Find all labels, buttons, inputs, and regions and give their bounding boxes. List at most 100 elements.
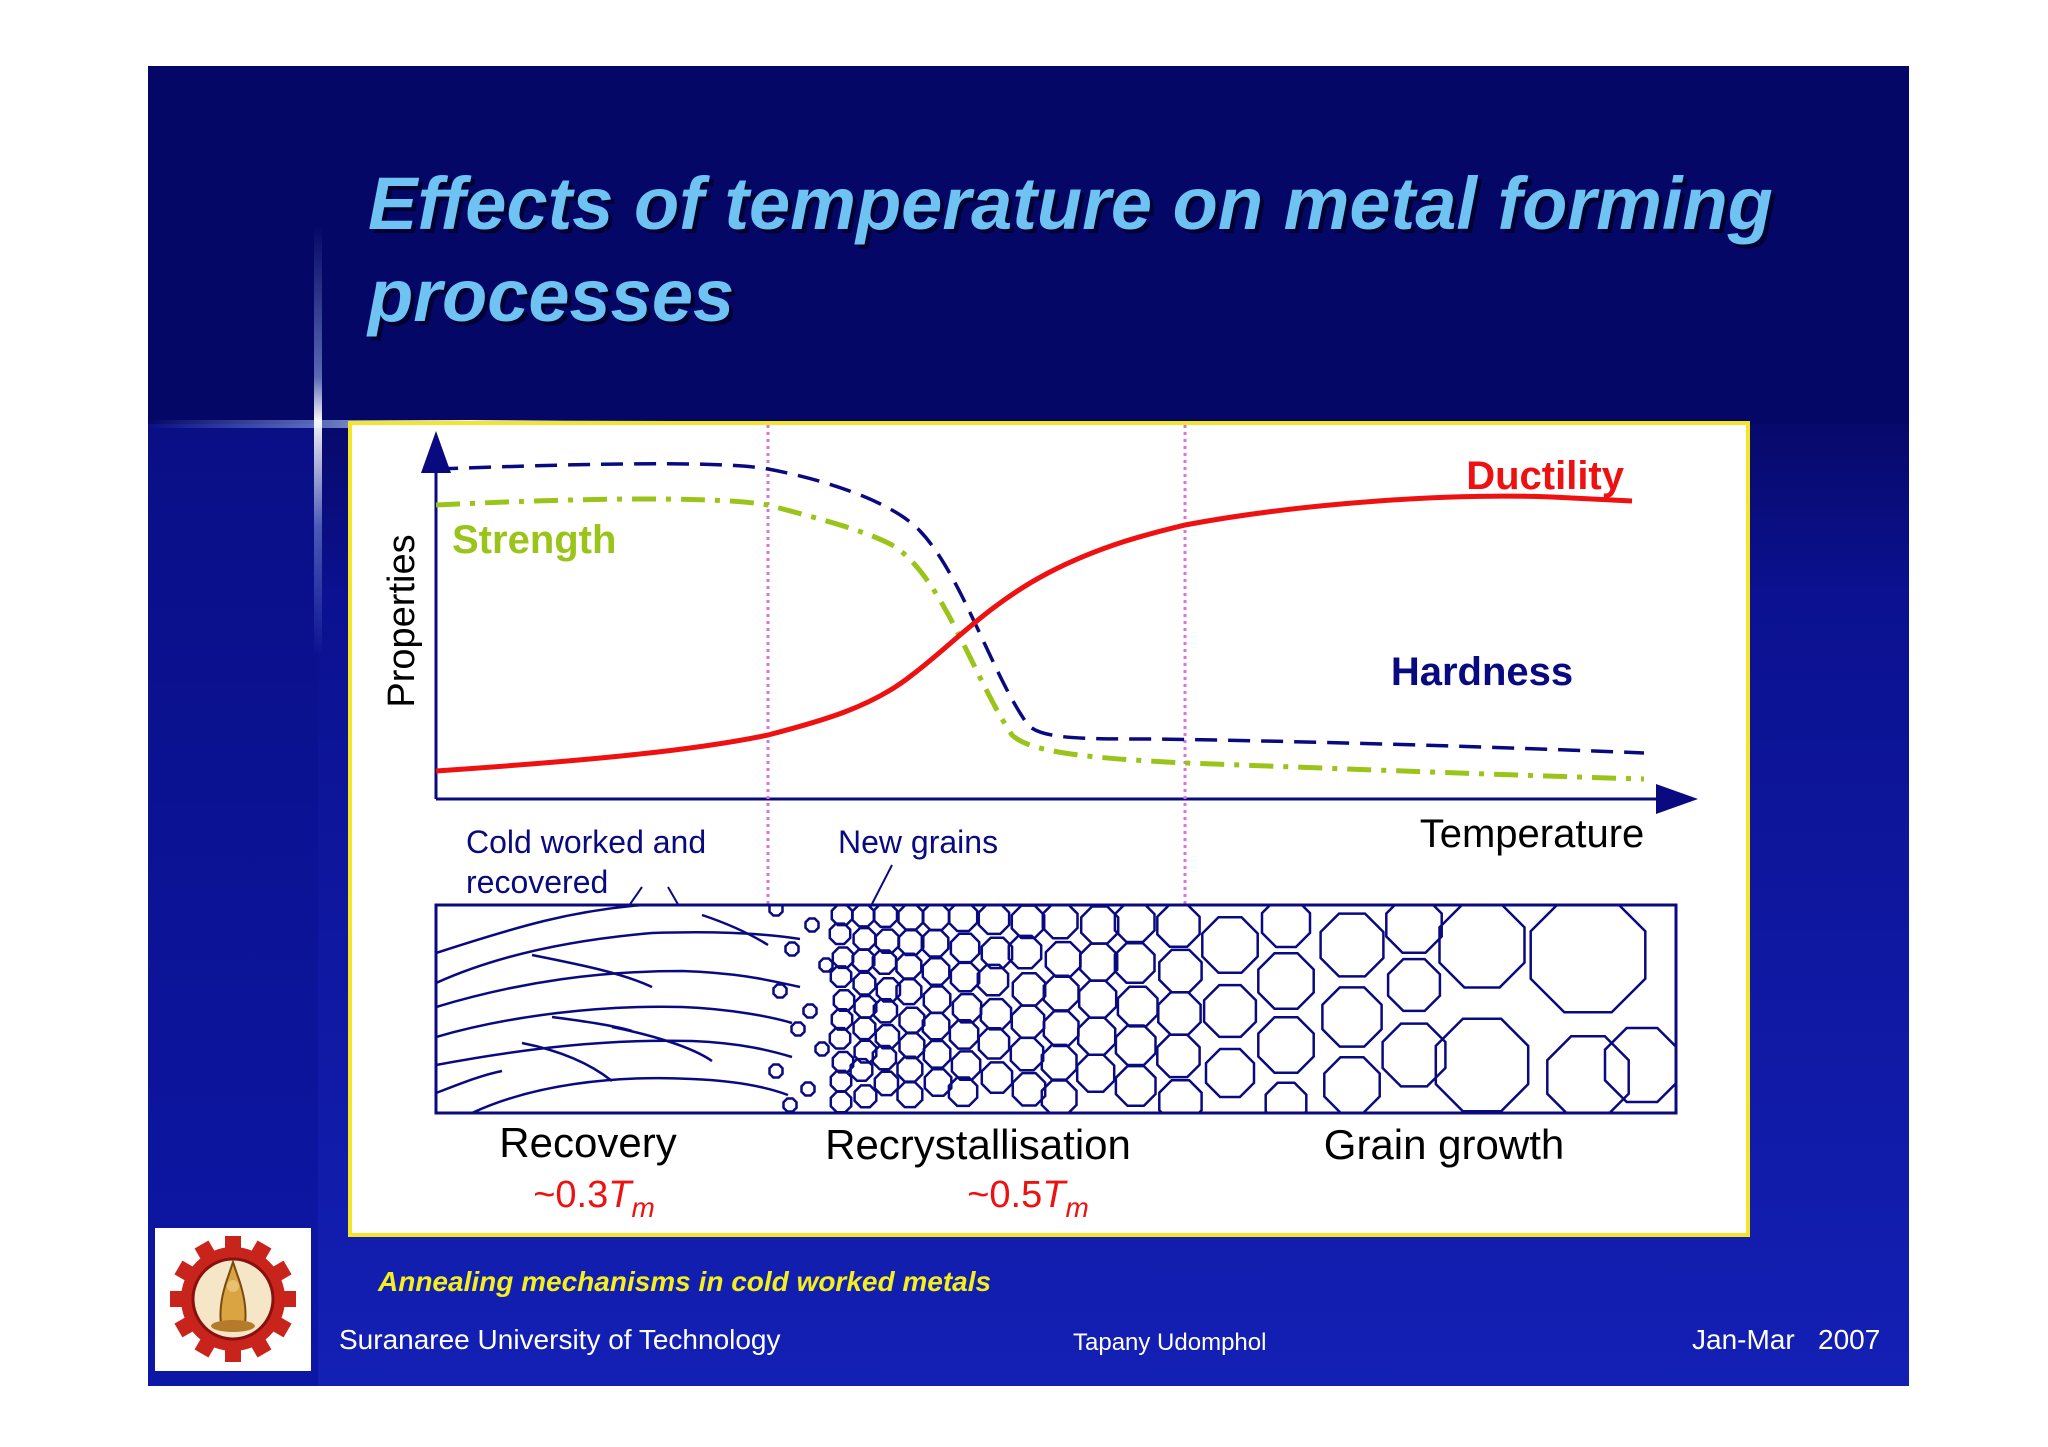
figure-caption: Annealing mechanisms in cold worked meta…	[378, 1266, 992, 1297]
grown-grain	[1204, 1047, 1256, 1099]
university-logo	[155, 1228, 311, 1371]
recrystallised-grain	[873, 1070, 900, 1097]
ductility-curve	[435, 493, 1633, 774]
recrystallised-grain	[851, 905, 876, 928]
recrystallised-grain	[897, 928, 925, 957]
recrystallised-grain	[871, 949, 898, 975]
recrystallised-grain	[1156, 1033, 1201, 1079]
annealing-diagram: Properties Temperature Strength Hardness…	[381, 425, 1698, 1223]
recrystallised-grain	[851, 948, 876, 973]
grown-grain	[1201, 916, 1259, 974]
recrystallised-grain	[828, 922, 852, 946]
elongated-grains	[436, 905, 801, 1113]
recrystallised-grain	[829, 965, 853, 989]
recrystallised-grain	[1011, 1071, 1047, 1107]
recrystallised-grain	[950, 1050, 982, 1081]
grown-grains	[1201, 905, 1676, 1113]
left-accent-strip	[148, 424, 318, 1386]
recrystallised-grain	[896, 1081, 924, 1109]
grown-grain	[1319, 912, 1385, 978]
recrystallised-grain	[872, 997, 899, 1024]
stage-label-recrystallisation: Recrystallisation	[825, 1121, 1131, 1168]
recrystallised-grain	[1114, 1064, 1157, 1107]
recrystallised-grain	[923, 1068, 953, 1098]
recrystallised-grain	[976, 963, 1010, 997]
recrystallised-grains	[768, 905, 1203, 1113]
recrystallised-grain	[849, 1057, 874, 1083]
recovery-temperature: ~0.3Tm	[533, 1174, 655, 1223]
recrystallised-grain	[921, 956, 951, 986]
recrystallised-grain	[830, 905, 854, 927]
footer-author: Tapany Udomphol	[1073, 1329, 1267, 1356]
light-flare-vertical	[314, 226, 322, 656]
recrystallised-grain	[852, 1016, 877, 1041]
recrystallised-grain	[832, 989, 856, 1012]
recrystallised-grain	[1040, 1079, 1078, 1113]
recrystallised-grain	[921, 1011, 951, 1041]
footer-date: Jan-Mar 2007	[1692, 1324, 1881, 1355]
grown-grain	[1260, 905, 1312, 949]
grain-nucleus	[818, 957, 834, 973]
grown-grain	[1323, 1056, 1381, 1113]
recrystallised-grain	[920, 928, 950, 958]
new-grains-annotation: New grains	[838, 824, 998, 860]
y-axis-label: Properties	[381, 534, 423, 707]
recrystallised-grain	[853, 1084, 878, 1109]
recrystallised-grain	[853, 1039, 878, 1064]
recrystallised-grain	[949, 961, 981, 993]
recrystallised-grain	[1010, 905, 1046, 940]
cold-worked-annotation-line1: Cold worked and	[466, 824, 706, 860]
recrystallised-grain	[1075, 1053, 1116, 1093]
recrystallised-grain	[977, 905, 1011, 936]
recrystallised-grain	[898, 1032, 926, 1060]
stage-label-grain-growth: Grain growth	[1324, 1121, 1564, 1168]
recrystallised-grain	[831, 946, 855, 970]
cold-worked-annotation-line2: recovered	[466, 864, 608, 900]
grown-grain	[1546, 1035, 1630, 1113]
title-band	[148, 66, 1909, 424]
grain-nucleus	[768, 1063, 784, 1079]
stage-label-recovery: Recovery	[499, 1119, 676, 1166]
grown-grain	[1264, 1081, 1308, 1113]
recrystallised-grain	[874, 1023, 901, 1050]
recrystallised-grain	[831, 1050, 855, 1074]
grain-nucleus	[814, 1041, 830, 1057]
grown-grain	[1386, 957, 1442, 1013]
grown-grain	[1381, 1022, 1447, 1088]
grown-grain	[1438, 905, 1526, 989]
recrystallised-grain	[828, 1026, 852, 1050]
hardness-label: Hardness	[1391, 650, 1573, 694]
grown-grain	[1202, 983, 1258, 1039]
grown-grain	[1321, 986, 1383, 1048]
grain-nucleus	[768, 905, 784, 917]
recrystallised-grain	[947, 1076, 979, 1108]
recrystallised-grain	[977, 1026, 1011, 1060]
strength-label: Strength	[452, 518, 616, 562]
grain-nucleus	[784, 941, 800, 957]
recrystallised-grain	[1007, 934, 1043, 970]
hardness-curve	[435, 461, 1645, 755]
recrystallised-grain	[872, 905, 899, 929]
grown-grain	[1257, 1016, 1315, 1074]
grain-nucleus	[804, 917, 820, 933]
grain-nucleus	[782, 1097, 798, 1113]
recrystallisation-temperature: ~0.5Tm	[967, 1174, 1089, 1223]
recrystallised-grain	[951, 992, 983, 1024]
recrystallised-grain	[895, 977, 923, 1006]
recrystallised-grain	[871, 1044, 898, 1071]
recrystallised-grain	[980, 1061, 1014, 1094]
recrystallised-grain	[1041, 905, 1079, 940]
recrystallised-grain	[1158, 1079, 1203, 1113]
grain-nucleus	[800, 1081, 816, 1097]
recrystallised-grain	[875, 977, 902, 1003]
recrystallised-grain	[947, 905, 979, 933]
recrystallised-grain	[948, 1018, 980, 1050]
annealing-figure-panel: Properties Temperature Strength Hardness…	[348, 421, 1750, 1237]
grain-nucleus	[790, 1021, 806, 1037]
recrystallised-grain	[1156, 905, 1201, 948]
recrystallised-grain	[874, 928, 901, 955]
ductility-label: Ductility	[1466, 454, 1625, 498]
strength-curve	[435, 496, 1645, 782]
grown-grain	[1257, 952, 1315, 1010]
grain-nucleus	[802, 1003, 818, 1019]
